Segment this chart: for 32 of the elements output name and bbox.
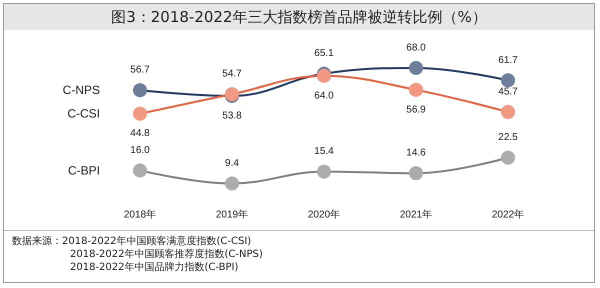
data-label: 68.0 — [406, 42, 426, 54]
point — [225, 176, 239, 190]
data-label: 53.8 — [222, 110, 242, 122]
data-label: 54.7 — [222, 68, 242, 80]
chart-title: 图3：2018-2022年三大指数榜首品牌被逆转比例（%） — [4, 4, 594, 30]
data-label: 22.5 — [498, 132, 518, 144]
text: C-CSI — [67, 106, 100, 121]
data-label: 56.7 — [130, 64, 150, 76]
text: 2018-2022年中国顾客推荐度指数(C-NPS) — [69, 248, 264, 261]
point — [133, 163, 147, 178]
point — [409, 166, 423, 180]
data-label: 9.4 — [225, 158, 240, 169]
x-tick-label: 2018年 — [124, 208, 156, 220]
point — [501, 150, 515, 165]
text: C-BPI — [68, 163, 100, 178]
data-label: 65.1 — [314, 48, 334, 60]
x-tick-label: 2021年 — [400, 208, 432, 220]
data-label: 61.7 — [498, 54, 518, 66]
data-label: 64.0 — [314, 90, 334, 102]
source-note: 数据来源：2018-2022年中国顾客满意度指数(C-CSI) — [12, 235, 252, 248]
text: C-NPS — [62, 83, 100, 98]
point — [317, 164, 331, 179]
x-tick-label: 2019年 — [216, 208, 248, 220]
data-label: 56.9 — [406, 104, 426, 116]
data-label: 15.4 — [314, 146, 334, 158]
data-label: 14.6 — [406, 148, 426, 159]
data-label: 45.7 — [498, 86, 518, 98]
x-tick-label: 2020年 — [308, 208, 340, 220]
x-tick-label: 2022年 — [492, 208, 524, 220]
data-label: 44.8 — [130, 128, 150, 140]
data-label: 16.0 — [130, 144, 150, 156]
text: 2018-2022年中国品牌力指数(C-BPI) — [69, 261, 240, 274]
